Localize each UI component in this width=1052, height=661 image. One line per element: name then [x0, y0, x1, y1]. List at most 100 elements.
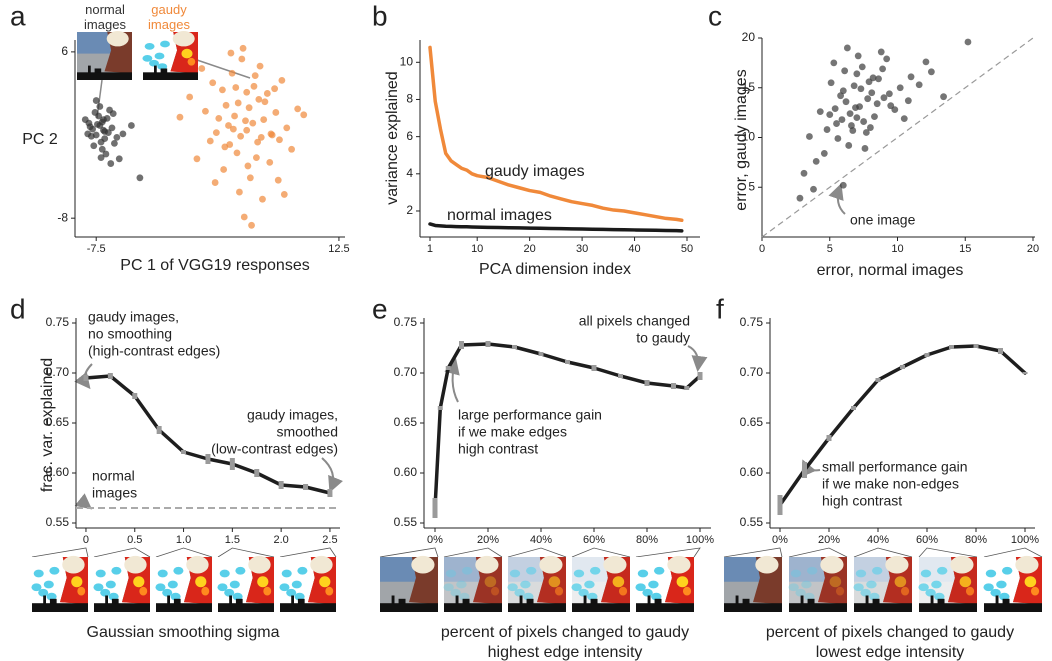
- error-bar: [671, 383, 676, 389]
- y-tick-label: 0.65: [46, 415, 70, 429]
- thumb-ground: [32, 603, 88, 612]
- thumb-speckle: [456, 580, 467, 589]
- scatter-point: [853, 114, 861, 121]
- thumb-tower: [590, 598, 598, 604]
- thumb-speckle: [46, 592, 57, 601]
- scatter-point: [209, 79, 217, 87]
- y-tick-label: 0.60: [46, 465, 70, 479]
- thumb-connector: [918, 547, 978, 558]
- y-tick-label: -8: [57, 210, 68, 224]
- thumb-ground: [636, 603, 694, 612]
- error-bar: [591, 365, 597, 371]
- panel-label: d: [10, 293, 26, 324]
- annotation: to gaudy: [636, 330, 690, 346]
- thumbnail: [918, 555, 977, 612]
- scatter-point: [239, 44, 247, 52]
- thumb-speckle: [801, 580, 812, 589]
- thumb-speckle: [920, 569, 932, 578]
- y-tick-label: 0.65: [394, 415, 418, 429]
- scatter-point: [246, 174, 254, 182]
- thumb-speckle: [860, 588, 871, 597]
- thumb-glare: [62, 555, 85, 574]
- scatter-point: [900, 115, 908, 122]
- thumb-glare-gaudy: [133, 576, 145, 588]
- scatter-point: [107, 160, 115, 167]
- thumb-speckle: [149, 59, 159, 67]
- y-tick-label: 4: [406, 166, 413, 180]
- x-tick-label: 10: [471, 243, 483, 255]
- error-bar: [1022, 372, 1028, 374]
- scatter-point: [193, 155, 201, 163]
- thumb-glare-gaudy: [181, 48, 193, 59]
- scatter-point: [266, 158, 274, 166]
- thumb-speckle: [587, 592, 598, 601]
- y-tick-label: 0.55: [46, 515, 70, 529]
- x-tick-label: 80%: [965, 534, 987, 546]
- thumb-speckle: [853, 583, 864, 592]
- x-axis-label: highest edge intensity: [488, 644, 643, 661]
- scatter-point: [243, 126, 251, 134]
- scatter-point: [276, 136, 283, 144]
- thumb-speckle: [461, 566, 473, 575]
- scatter-point: [810, 185, 817, 193]
- scatter-point: [272, 109, 280, 116]
- thumb-speckle: [31, 583, 42, 592]
- thumb-speckle: [985, 569, 997, 578]
- thumb-speckle: [291, 580, 302, 589]
- thumb-speckle: [162, 588, 173, 597]
- scatter-point: [102, 150, 110, 158]
- scatter-point: [229, 125, 237, 133]
- scatter-point: [248, 221, 255, 229]
- thumbnail: [380, 555, 438, 612]
- error-bar: [618, 374, 623, 378]
- y-tick-label: 10: [400, 54, 414, 68]
- x-tick-label: 1.5: [225, 534, 240, 546]
- x-tick-label: 0%: [427, 534, 443, 546]
- thumb-speckle: [514, 588, 525, 597]
- thumb-ground: [854, 603, 912, 612]
- x-axis-label: lowest edge intensity: [816, 644, 965, 661]
- thumbnail: [142, 31, 198, 80]
- thumb-speckle: [38, 588, 49, 597]
- thumb-tower: [49, 598, 57, 604]
- thumb-speckle: [43, 580, 54, 589]
- thumbnail: [724, 555, 782, 612]
- panel-label: a: [10, 0, 26, 31]
- thumb-ground: [919, 603, 977, 612]
- scatter-point: [255, 95, 263, 103]
- annotation: if we make edges: [458, 424, 567, 440]
- thumb-glare: [755, 555, 779, 574]
- scatter-point: [260, 116, 268, 123]
- line: [428, 222, 684, 233]
- x-tick-label: 20%: [477, 534, 499, 546]
- thumb-speckle: [651, 592, 662, 601]
- scatter-point: [267, 130, 275, 138]
- thumb-speckle: [869, 592, 880, 601]
- scatter-point: [92, 97, 100, 104]
- thumb-tower: [173, 598, 181, 604]
- x-tick-label: 60%: [916, 534, 938, 546]
- x-axis-label: percent of pixels changed to gaudy: [766, 624, 1014, 641]
- annotation: all pixels changed: [579, 313, 690, 329]
- thumb-speckle: [653, 566, 665, 575]
- y-tick-label: 0.75: [394, 315, 418, 329]
- thumb-speckle: [93, 583, 104, 592]
- scatter-point: [245, 104, 253, 112]
- thumbnail: [77, 31, 132, 80]
- scatter-point: [222, 101, 230, 109]
- x-tick-label: 40%: [530, 534, 552, 546]
- error-bar: [485, 341, 491, 347]
- scatter-point: [111, 139, 118, 147]
- thumb-speckle: [144, 43, 155, 50]
- thumb-speckle: [235, 566, 246, 575]
- x-tick-label: 0: [83, 534, 89, 546]
- thumb-glare-gaudy: [618, 586, 628, 596]
- thumb-speckle: [294, 592, 305, 601]
- scatter-point: [221, 143, 229, 151]
- thumb-tower: [583, 595, 587, 604]
- thumb-speckle: [108, 592, 119, 601]
- y-tick-label: 10: [742, 130, 756, 144]
- scatter-point: [96, 103, 104, 110]
- thumbnail: [635, 555, 694, 612]
